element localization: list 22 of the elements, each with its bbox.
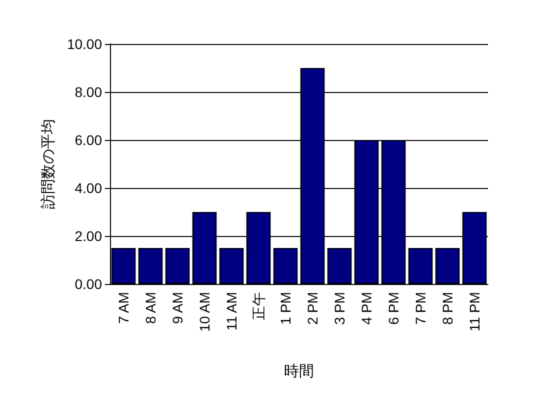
x-tick-label: 8 AM (142, 292, 158, 324)
x-axis-title: 時間 (284, 363, 314, 380)
x-tick-label: 6 PM (386, 292, 402, 325)
x-tick-label: 7 AM (116, 292, 132, 324)
y-tick-label: 8.00 (74, 84, 102, 100)
x-tick-label: 2 PM (304, 292, 320, 325)
y-tick-label: 4.00 (74, 180, 102, 196)
x-tick-label: 8 PM (440, 292, 456, 325)
y-tick-label: 0.00 (74, 276, 102, 292)
x-tick-label: 9 AM (170, 292, 186, 324)
x-tick-label: 1 PM (278, 292, 294, 325)
y-tick-label: 2.00 (74, 228, 102, 244)
x-tick-label: 7 PM (412, 292, 428, 325)
x-tick-label: 11 PM (466, 292, 482, 332)
y-axis-title: 訪問数の平均 (40, 119, 58, 209)
y-tick-label: 10.00 (66, 36, 102, 52)
x-tick-label: 10 AM (196, 292, 212, 332)
x-tick-label: 11 AM (224, 292, 240, 331)
x-tick-label: 3 PM (332, 292, 348, 325)
y-tick-label: 6.00 (74, 132, 102, 148)
x-tick-label: 正午 (250, 292, 266, 320)
x-tick-label: 4 PM (358, 292, 374, 325)
